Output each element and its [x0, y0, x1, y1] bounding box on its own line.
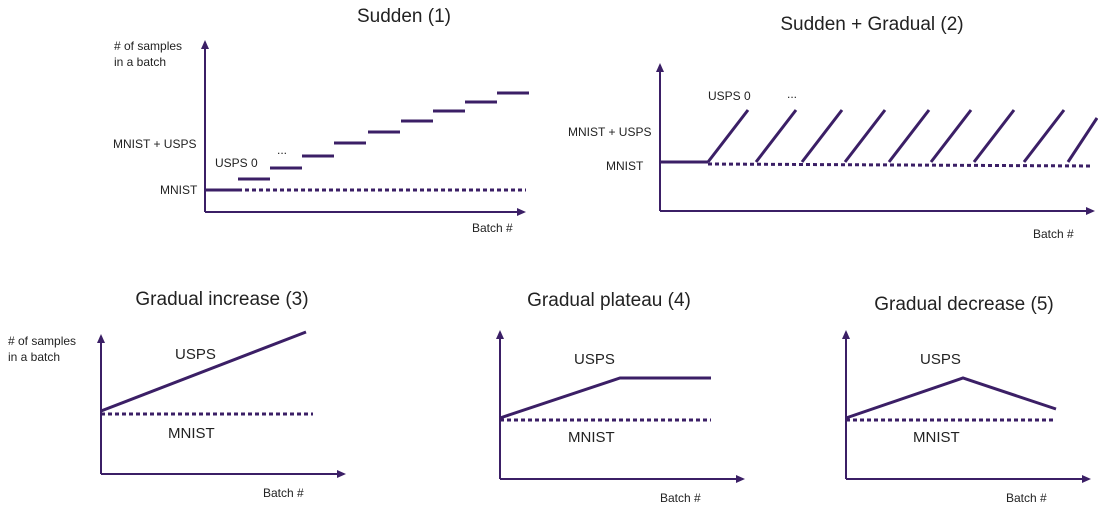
panel-title: Gradual decrease (5): [874, 294, 1054, 315]
gradual-ramp: [754, 109, 798, 163]
usps-label: USPS: [175, 346, 216, 363]
panel-title: Gradual plateau (4): [527, 290, 691, 311]
mixed-level-label: MNIST + USPS: [568, 125, 651, 139]
x-axis-label: Batch #: [660, 491, 701, 505]
gradual-ramp: [1066, 117, 1098, 163]
panel-title: Sudden + Gradual (2): [780, 14, 963, 35]
usps-label: USPS: [574, 351, 615, 368]
gradual-ramp: [800, 109, 844, 163]
x-axis-label: Batch #: [263, 486, 304, 500]
panel-title: Gradual increase (3): [135, 289, 308, 310]
gradual-ramp: [843, 109, 887, 163]
ellipsis: ...: [787, 87, 797, 101]
y-axis-label: # of samples: [8, 334, 76, 348]
mnist-label: MNIST: [606, 159, 644, 173]
y-axis-label: in a batch: [114, 55, 166, 69]
mnist-label: MNIST: [168, 425, 215, 442]
usps-increase-line: [100, 330, 307, 413]
mnist-label: MNIST: [160, 183, 198, 197]
gradual-ramp: [929, 109, 973, 163]
gradual-ramp: [972, 109, 1016, 163]
panel-gradual-increase: Gradual increase (3) # of samples in a b…: [8, 289, 346, 500]
mnist-dotted-baseline: [707, 162, 1093, 168]
panel-gradual-plateau: Gradual plateau (4) Batch # USPS MNIST: [496, 290, 745, 505]
panel-title: Sudden (1): [357, 6, 451, 27]
mnist-label: MNIST: [913, 429, 960, 446]
x-axis-label: Batch #: [1033, 227, 1074, 241]
gradual-ramp: [887, 109, 931, 163]
panel-gradual-decrease: Gradual decrease (5) Batch # USPS MNIST: [842, 294, 1091, 505]
usps-plateau-line: [499, 376, 711, 420]
mixed-level-label: MNIST + USPS: [113, 137, 196, 151]
mnist-label: MNIST: [568, 429, 615, 446]
y-axis-label: # of samples: [114, 39, 182, 53]
panel-sudden-gradual: Sudden + Gradual (2) Batch # MNIST + USP…: [568, 14, 1098, 241]
x-axis-label: Batch #: [1006, 491, 1047, 505]
usps-0-label: USPS 0: [708, 89, 751, 103]
ellipsis: ...: [277, 143, 287, 157]
gradual-ramp: [706, 109, 750, 163]
x-axis-label: Batch #: [472, 221, 513, 235]
gradual-ramp: [1022, 109, 1066, 163]
panel-sudden: Sudden (1) # of samples in a batch Batch…: [113, 6, 529, 235]
usps-0-label: USPS 0: [215, 156, 258, 170]
usps-decrease-line: [845, 376, 1057, 420]
usps-label: USPS: [920, 351, 961, 368]
y-axis-label: in a batch: [8, 350, 60, 364]
